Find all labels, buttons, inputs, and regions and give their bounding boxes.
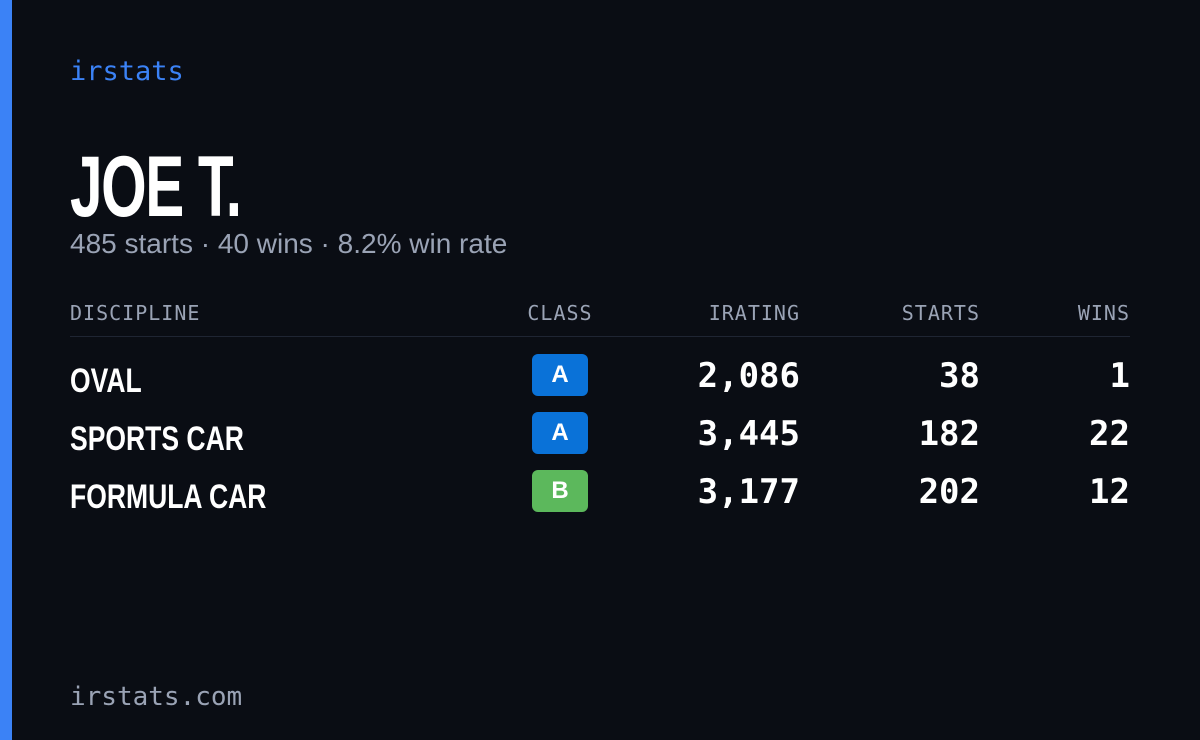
column-header: DISCIPLINE — [70, 301, 201, 325]
column-header: IRATING — [708, 301, 800, 325]
column-header: CLASS — [527, 301, 593, 325]
brand: irstats — [70, 56, 184, 87]
starts: 182 — [918, 414, 980, 454]
starts: 202 — [918, 472, 980, 512]
class-badge: A — [532, 354, 588, 396]
irating: 3,177 — [697, 472, 800, 512]
driver-summary: 485 starts · 40 wins · 8.2% win rate — [70, 228, 508, 259]
irating: 2,086 — [697, 356, 800, 396]
discipline: OVAL — [70, 362, 142, 400]
wins: 1 — [1109, 356, 1130, 396]
wins: 12 — [1089, 472, 1130, 512]
wins: 22 — [1089, 414, 1130, 454]
discipline: FORMULA CAR — [70, 478, 267, 516]
footer-url: irstats.com — [70, 682, 243, 712]
discipline: SPORTS CAR — [70, 420, 244, 458]
accent-bar — [0, 0, 12, 740]
column-header: WINS — [1077, 301, 1130, 325]
starts: 38 — [939, 356, 980, 396]
class-badge: A — [532, 412, 588, 454]
driver-name: JOE T. — [70, 139, 242, 235]
class-badge: B — [532, 470, 588, 512]
irating: 3,445 — [697, 414, 800, 454]
header-rule — [70, 336, 1130, 337]
column-header: STARTS — [901, 301, 980, 325]
